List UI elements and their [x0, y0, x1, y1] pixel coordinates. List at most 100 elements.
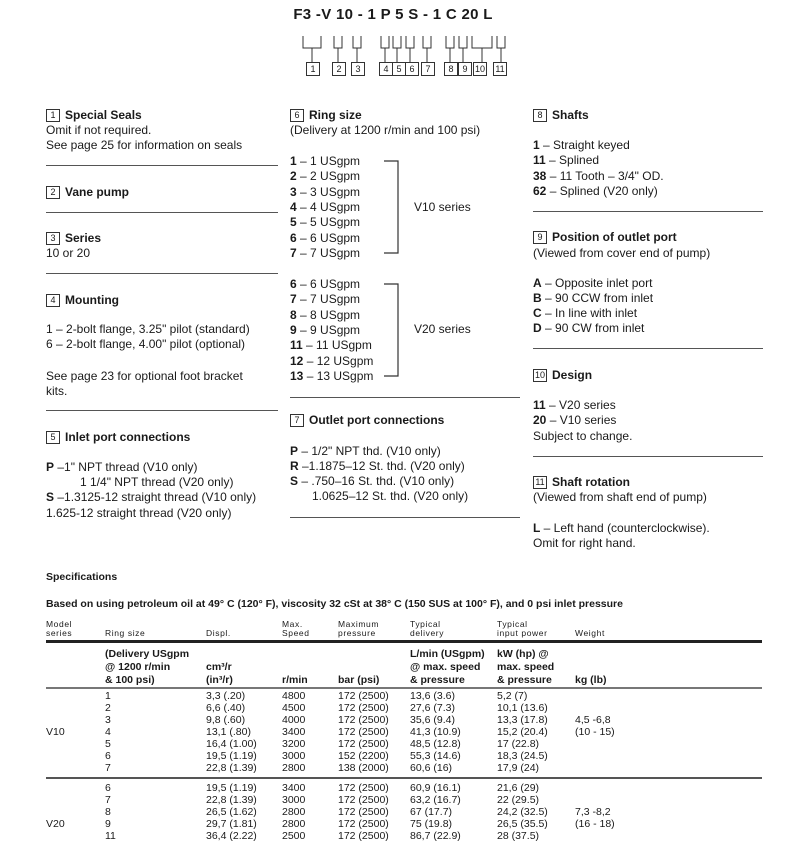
list-item: A – Opposite inlet port	[533, 276, 653, 290]
v10-series-label: V10 series	[414, 200, 471, 214]
table-cell: 13,1 (.80)	[206, 726, 251, 738]
section-heading-ring-size: 6 Ring size	[290, 108, 362, 123]
table-cell: 11	[105, 830, 116, 842]
table-cell: 152 (2200)	[338, 750, 389, 762]
list-item: 1 1/4" NPT thread (V20 only)	[80, 475, 234, 489]
text-line: 1 – 2-bolt flange, 3.25" pilot (standard…	[46, 322, 250, 336]
code-box-9: 9	[458, 62, 472, 76]
series-brackets	[384, 160, 399, 377]
list-item: B – 90 CCW from inlet	[533, 291, 654, 305]
table-cell: 172 (2500)	[338, 818, 389, 830]
table-cell: 86,7 (22.9)	[410, 830, 461, 842]
table-cell: 2800	[282, 818, 306, 830]
table-cell: 5	[105, 738, 111, 750]
section-heading-shafts: 8 Shafts	[533, 108, 589, 123]
section-subtitle: (Viewed from shaft end of pump)	[533, 490, 707, 504]
list-item: R –1.1875–12 St. thd. (V20 only)	[290, 459, 465, 473]
table-cell: 9	[105, 818, 111, 830]
table-cell: 3000	[282, 750, 306, 762]
ring-size-item: 5 – 5 USgpm	[290, 215, 361, 230]
divider	[46, 273, 278, 274]
list-item: P – 1/2" NPT thd. (V10 only)	[290, 444, 441, 458]
table-cell: 63,2 (16.7)	[410, 794, 461, 806]
table-cell: 172 (2500)	[338, 794, 389, 806]
table-cell: 55,3 (14.6)	[410, 750, 461, 762]
divider	[533, 456, 763, 457]
column-header: Displ.	[206, 628, 231, 638]
column-header: Typical delivery	[410, 619, 445, 638]
table-cell: 22 (29.5)	[497, 794, 540, 806]
table-cell: 7,3 -8,2	[575, 806, 611, 818]
column-unit: cm³/r (in³/r)	[206, 661, 233, 686]
table-cell: 19,5 (1.19)	[206, 782, 257, 794]
table-cell: 19,5 (1.19)	[206, 750, 257, 762]
text-line: See page 25 for information on seals	[46, 138, 243, 152]
ring-size-item: 6 – 6 USgpm	[290, 277, 361, 291]
code-box-6: 6	[405, 62, 419, 76]
table-cell: 3200	[282, 738, 306, 750]
table-cell: 7	[105, 794, 111, 806]
table-cell: 18,3 (24.5)	[497, 750, 548, 762]
text-line: 6 – 2-bolt flange, 4.00" pilot (optional…	[46, 337, 246, 351]
table-cell: 172 (2500)	[338, 738, 389, 750]
table-cell: 7	[105, 762, 111, 774]
specifications-basis: Based on using petroleum oil at 49° C (1…	[46, 598, 623, 610]
table-cell: 1	[105, 690, 111, 702]
table-cell: 5,2 (7)	[497, 690, 528, 702]
table-cell: 67 (17.7)	[410, 806, 453, 818]
table-cell: 4000	[282, 714, 306, 726]
model-code-title: F3 -V 10 - 1 P 5 S - 1 C 20 L	[293, 6, 493, 23]
section-heading-shaft-rotation: 11 Shaft rotation	[533, 475, 630, 490]
table-cell: 172 (2500)	[338, 702, 389, 714]
table-cell: 15,2 (20.4)	[497, 726, 548, 738]
text-line: kits.	[46, 384, 68, 398]
model-code-brackets	[302, 36, 506, 62]
table-cell: 2800	[282, 762, 306, 774]
table-cell: 22,8 (1.39)	[206, 794, 257, 806]
v20-series-label: V20 series	[414, 322, 471, 336]
list-item: 1 – Straight keyed	[533, 138, 630, 152]
code-box-10: 10	[473, 62, 488, 76]
table-cell: 6,6 (.40)	[206, 702, 246, 714]
text-line: 10 or 20	[46, 246, 91, 260]
column-header: Weight	[575, 628, 605, 638]
column-header: Max. Speed	[282, 619, 310, 638]
table-cell: 3400	[282, 782, 306, 794]
section-heading-mounting: 4 Mounting	[46, 293, 119, 308]
list-item: 1.0625–12 St. thd. (V20 only)	[312, 489, 469, 503]
table-cell: 17,9 (24)	[497, 762, 540, 774]
ring-size-item: 11 – 11 USgpm	[290, 338, 372, 353]
table-rule	[46, 640, 762, 643]
list-item: S –1.3125-12 straight thread (V10 only)	[46, 490, 257, 504]
table-cell: 2500	[282, 830, 306, 842]
divider	[46, 212, 278, 213]
rotation-note: Omit for right hand.	[533, 536, 636, 550]
table-cell: 29,7 (1.81)	[206, 818, 257, 830]
ring-size-item: 7 – 7 USgpm	[290, 245, 361, 260]
table-cell: 8	[105, 806, 111, 818]
table-cell: 36,4 (2.22)	[206, 830, 257, 842]
table-cell: (10 - 15)	[575, 726, 615, 738]
divider	[533, 348, 763, 349]
list-item: S – .750–16 St. thd. (V10 only)	[290, 474, 455, 488]
table-cell: 9,8 (.60)	[206, 714, 246, 726]
table-cell: 172 (2500)	[338, 806, 389, 818]
table-cell: 24,2 (32.5)	[497, 806, 548, 818]
list-item: 11 – Splined	[533, 153, 600, 167]
design-note: Subject to change.	[533, 429, 633, 443]
table-cell: 60,9 (16.1)	[410, 782, 461, 794]
divider	[46, 410, 278, 411]
table-cell: 172 (2500)	[338, 726, 389, 738]
column-unit: kW (hp) @ max. speed & pressure	[497, 648, 555, 686]
table-cell: 4500	[282, 702, 306, 714]
divider	[290, 517, 520, 518]
column-header: Maximum pressure	[338, 619, 380, 638]
list-item: 1.625-12 straight thread (V20 only)	[46, 506, 232, 520]
list-item: 11 – V20 series	[533, 398, 616, 412]
ring-size-item: 4 – 4 USgpm	[290, 199, 361, 214]
table-cell: 6	[105, 750, 111, 762]
table-cell: 4,5 -6,8	[575, 714, 611, 726]
table-cell: 60,6 (16)	[410, 762, 453, 774]
table-cell: 35,6 (9.4)	[410, 714, 455, 726]
table-cell: 21,6 (29)	[497, 782, 540, 794]
